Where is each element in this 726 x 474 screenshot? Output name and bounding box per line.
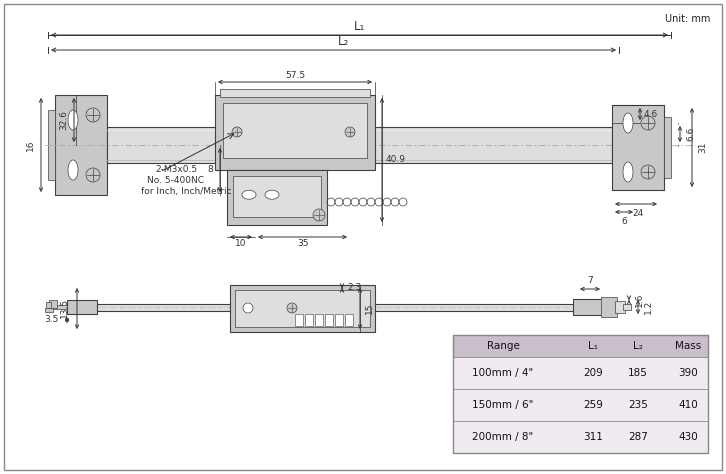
Text: for Inch, Inch/Metric: for Inch, Inch/Metric <box>141 187 232 196</box>
Bar <box>230 285 375 332</box>
Bar <box>453 357 708 389</box>
Bar <box>46 302 51 308</box>
Circle shape <box>345 127 355 137</box>
Bar <box>67 300 97 314</box>
Text: 8: 8 <box>207 165 213 174</box>
Bar <box>664 117 671 178</box>
Text: 15: 15 <box>365 302 374 314</box>
Bar <box>295 314 303 326</box>
Ellipse shape <box>265 190 279 199</box>
Text: 150mm / 6": 150mm / 6" <box>473 400 534 410</box>
Text: 6.6: 6.6 <box>686 127 695 141</box>
Text: L₁: L₁ <box>588 341 598 351</box>
Bar <box>233 176 321 217</box>
Bar <box>305 314 313 326</box>
Text: L₁: L₁ <box>354 20 365 33</box>
Bar <box>220 89 370 97</box>
Text: 235: 235 <box>628 400 648 410</box>
Bar <box>615 301 625 313</box>
Circle shape <box>232 127 242 137</box>
Ellipse shape <box>68 160 78 180</box>
Bar <box>48 110 55 180</box>
Circle shape <box>641 116 655 130</box>
Bar <box>453 335 708 357</box>
Text: 2-M3x0.5: 2-M3x0.5 <box>155 165 197 174</box>
Text: 35: 35 <box>297 239 309 248</box>
Text: Mass: Mass <box>675 341 701 351</box>
Text: 430: 430 <box>678 432 698 442</box>
Ellipse shape <box>68 110 78 130</box>
Bar <box>235 290 370 327</box>
Text: 185: 185 <box>628 368 648 378</box>
Bar <box>325 314 333 326</box>
Ellipse shape <box>623 113 633 133</box>
Bar <box>315 314 323 326</box>
Text: 410: 410 <box>678 400 698 410</box>
Bar <box>55 95 107 195</box>
Text: 7: 7 <box>587 276 593 285</box>
Bar <box>95 304 575 311</box>
Text: Range: Range <box>486 341 519 351</box>
Bar <box>227 170 327 225</box>
Text: 2.3: 2.3 <box>347 283 362 292</box>
Bar <box>45 308 53 312</box>
Text: No. 5-400NC: No. 5-400NC <box>147 176 204 185</box>
Text: 57.5: 57.5 <box>285 71 305 80</box>
Text: 10: 10 <box>235 239 247 248</box>
Bar <box>453 389 708 421</box>
Circle shape <box>287 303 297 313</box>
Circle shape <box>86 108 100 122</box>
Circle shape <box>641 165 655 179</box>
Text: 32.6: 32.6 <box>59 110 68 130</box>
Bar <box>453 421 708 453</box>
Bar <box>215 95 375 170</box>
Ellipse shape <box>242 190 256 199</box>
Text: 6: 6 <box>621 217 627 226</box>
Text: 200mm / 8": 200mm / 8" <box>473 432 534 442</box>
Bar <box>345 314 353 326</box>
Circle shape <box>86 168 100 182</box>
Text: 16: 16 <box>26 139 35 151</box>
Bar <box>453 335 708 453</box>
Ellipse shape <box>623 162 633 182</box>
Text: 1.6: 1.6 <box>635 293 644 307</box>
Text: 31: 31 <box>698 142 707 153</box>
Text: 100mm / 4": 100mm / 4" <box>473 368 534 378</box>
Text: 287: 287 <box>628 432 648 442</box>
Bar <box>623 304 631 310</box>
Text: 1.2: 1.2 <box>644 300 653 314</box>
Text: Unit: mm: Unit: mm <box>664 14 710 24</box>
Bar <box>335 314 343 326</box>
Bar <box>53 305 67 309</box>
Text: 4.6: 4.6 <box>644 109 658 118</box>
Bar <box>107 127 612 163</box>
Text: 311: 311 <box>583 432 603 442</box>
Text: 259: 259 <box>583 400 603 410</box>
Bar <box>601 297 617 317</box>
Text: 40.9: 40.9 <box>386 155 406 164</box>
Bar <box>612 105 664 190</box>
Circle shape <box>313 209 325 221</box>
Text: L₂: L₂ <box>633 341 643 351</box>
Text: 13.5: 13.5 <box>60 298 69 318</box>
Bar <box>223 103 367 158</box>
Text: 3.5: 3.5 <box>44 316 59 325</box>
Text: 209: 209 <box>583 368 603 378</box>
Text: 390: 390 <box>678 368 698 378</box>
Text: 24: 24 <box>632 209 644 218</box>
Circle shape <box>243 303 253 313</box>
Bar <box>573 299 603 315</box>
Text: L₂: L₂ <box>338 35 349 48</box>
Bar <box>49 300 57 308</box>
